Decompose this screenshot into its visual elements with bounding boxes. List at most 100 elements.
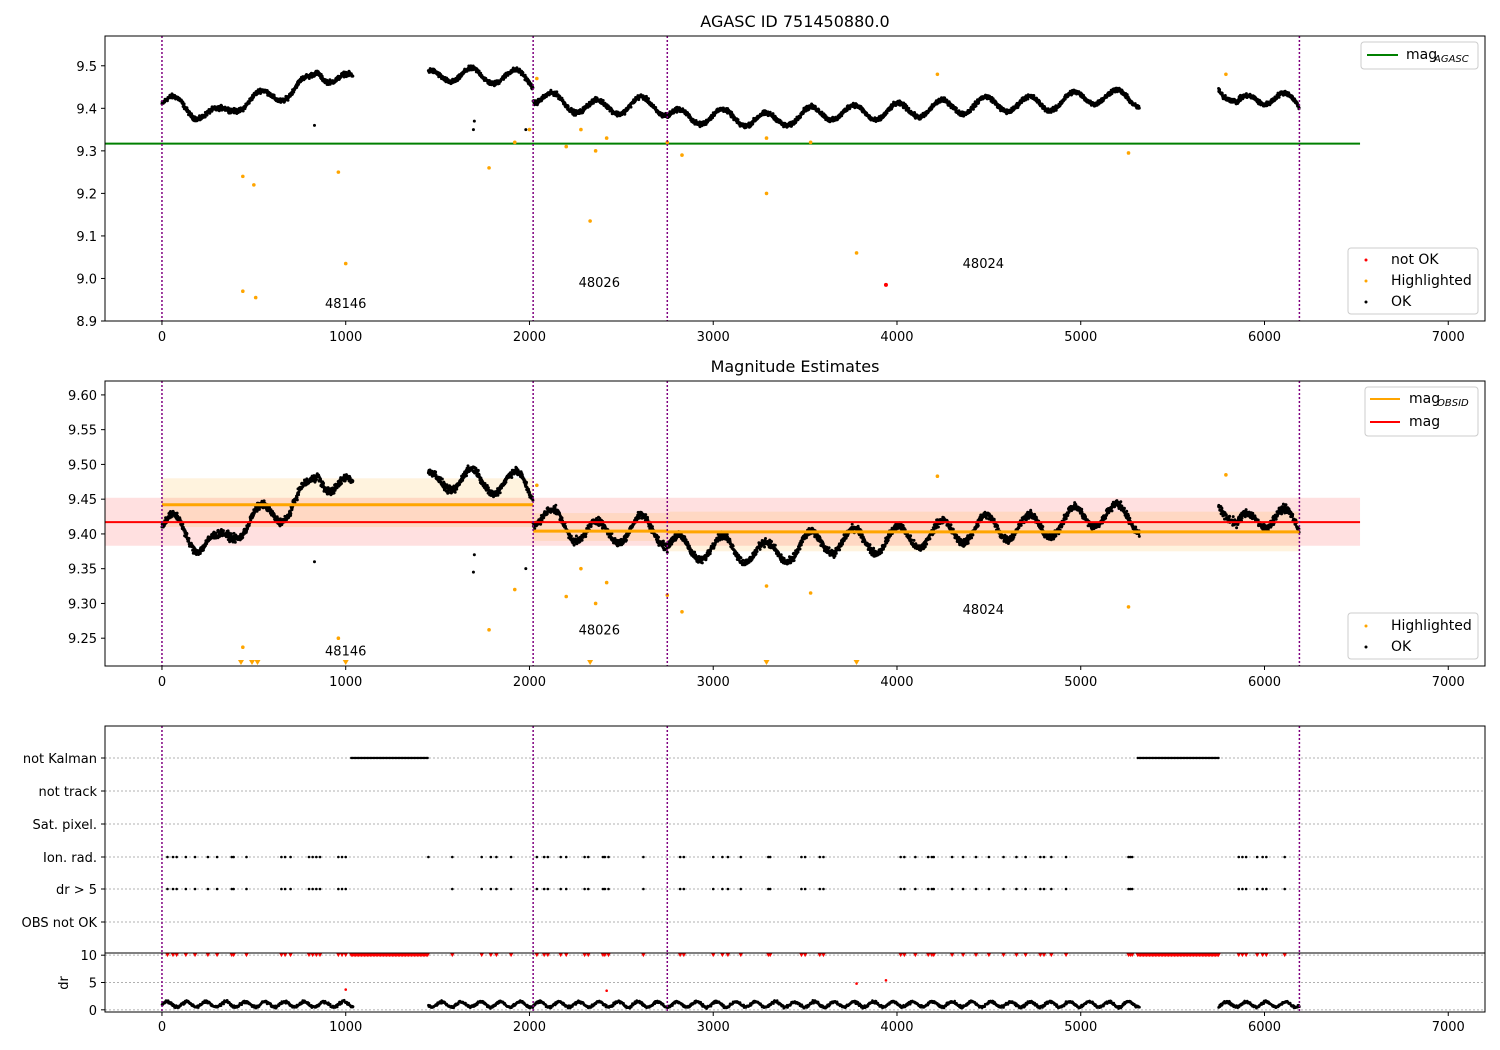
highlighted-point xyxy=(593,149,598,153)
highlighted-point xyxy=(764,136,769,140)
highlighted-point xyxy=(680,153,684,157)
top-legend-ok: OK xyxy=(1391,294,1412,310)
x-tick-label: 4000 xyxy=(880,330,913,345)
ok-point xyxy=(1223,94,1227,97)
ok-point xyxy=(974,104,978,108)
mag-obsid-band-0 xyxy=(161,478,534,527)
highlighted-point xyxy=(241,174,245,179)
highlighted-point xyxy=(764,191,769,196)
ok-point xyxy=(217,109,221,113)
y-tick-label: 9.3 xyxy=(76,145,97,160)
ok-point xyxy=(647,97,650,101)
ok-point xyxy=(466,464,470,468)
ok-point xyxy=(1137,106,1141,110)
ok-point xyxy=(515,66,519,70)
ok-point xyxy=(453,490,457,494)
not-ok-point xyxy=(883,282,888,287)
ok-point xyxy=(351,74,355,78)
ok-point xyxy=(601,99,605,102)
ok-point xyxy=(637,98,641,102)
ok-point xyxy=(476,468,480,472)
ok-point xyxy=(736,118,740,122)
x-tick-label: 3000 xyxy=(697,330,730,345)
obsid-label: 48146 xyxy=(325,297,366,312)
ok-point xyxy=(241,109,245,113)
ok-point xyxy=(340,482,343,485)
y-tick-label: 9.0 xyxy=(76,272,97,287)
ok-point xyxy=(220,104,224,108)
highlighted-point xyxy=(604,136,609,140)
ok-point xyxy=(1026,97,1030,101)
x-tick-label: 5000 xyxy=(1064,330,1097,345)
ok-point xyxy=(486,486,490,490)
ok-point xyxy=(315,478,318,481)
top-legend-markers: not OK Highlighted OK xyxy=(1347,247,1479,315)
ok-outlier-point xyxy=(471,128,475,132)
ok-point xyxy=(510,476,514,479)
ok-point xyxy=(297,493,300,497)
ok-point xyxy=(322,481,325,485)
ok-point xyxy=(332,491,336,495)
y-tick-label: 9.2 xyxy=(76,187,97,202)
highlighted-point xyxy=(588,219,592,223)
ok-point xyxy=(566,105,570,109)
x-tick-label: 6000 xyxy=(1248,330,1281,345)
ok-point xyxy=(954,106,958,110)
y-tick-label: 9.4 xyxy=(76,102,97,117)
highlighted-point xyxy=(527,127,532,132)
ok-point xyxy=(286,98,290,102)
ok-point xyxy=(799,115,802,119)
ok-point xyxy=(241,536,245,539)
ok-point xyxy=(434,470,438,474)
top-legend-highlighted: Highlighted xyxy=(1391,273,1472,289)
y-tick-label: 8.9 xyxy=(76,315,97,330)
ok-point xyxy=(214,531,218,535)
ok-point xyxy=(1218,88,1222,92)
ok-point xyxy=(187,537,191,540)
ok-point xyxy=(623,112,627,116)
top-legend-lines: mag AGASC xyxy=(1360,41,1479,70)
obsid-label: 48026 xyxy=(579,276,620,291)
ok-point xyxy=(198,552,202,555)
x-tick-label: 7000 xyxy=(1432,330,1465,345)
ok-point xyxy=(498,491,502,495)
top-plot-area: 48146 48026 48024 xyxy=(105,36,1361,321)
top-axes-frame xyxy=(104,35,1486,322)
ok-points xyxy=(160,64,1301,132)
highlighted-point xyxy=(1224,72,1228,77)
ok-point xyxy=(440,477,444,481)
highlighted-point xyxy=(854,251,859,255)
ok-outlier-point xyxy=(524,128,528,132)
highlighted-point xyxy=(336,170,341,174)
ok-point xyxy=(1125,93,1129,97)
y-tick-label: 9.5 xyxy=(76,60,97,75)
highlighted-point xyxy=(665,140,670,145)
highlighted-point xyxy=(935,72,940,77)
highlighted-point xyxy=(253,295,258,300)
ok-point xyxy=(555,90,559,94)
ok-point xyxy=(907,106,911,110)
ok-point xyxy=(175,511,179,515)
x-tick-label: 2000 xyxy=(513,330,546,345)
x-tick-label: 0 xyxy=(158,330,166,345)
y-tick-label: 9.1 xyxy=(76,230,97,245)
ok-point xyxy=(629,105,633,109)
highlighted-point xyxy=(487,166,491,170)
ok-point xyxy=(221,529,225,533)
ok-point xyxy=(328,82,332,86)
ok-point xyxy=(233,540,237,544)
highlighted-point xyxy=(535,76,539,81)
ok-point xyxy=(289,512,293,516)
ok-point xyxy=(654,106,658,109)
highlighted-point xyxy=(343,261,348,266)
ok-point xyxy=(272,93,276,97)
top-legend-mag-sub: AGASC xyxy=(1433,54,1469,65)
obsid-label: 48024 xyxy=(963,257,1004,272)
highlighted-point xyxy=(579,127,583,132)
ok-point xyxy=(913,111,917,115)
highlighted-point xyxy=(808,140,813,145)
ok-point xyxy=(203,115,207,119)
